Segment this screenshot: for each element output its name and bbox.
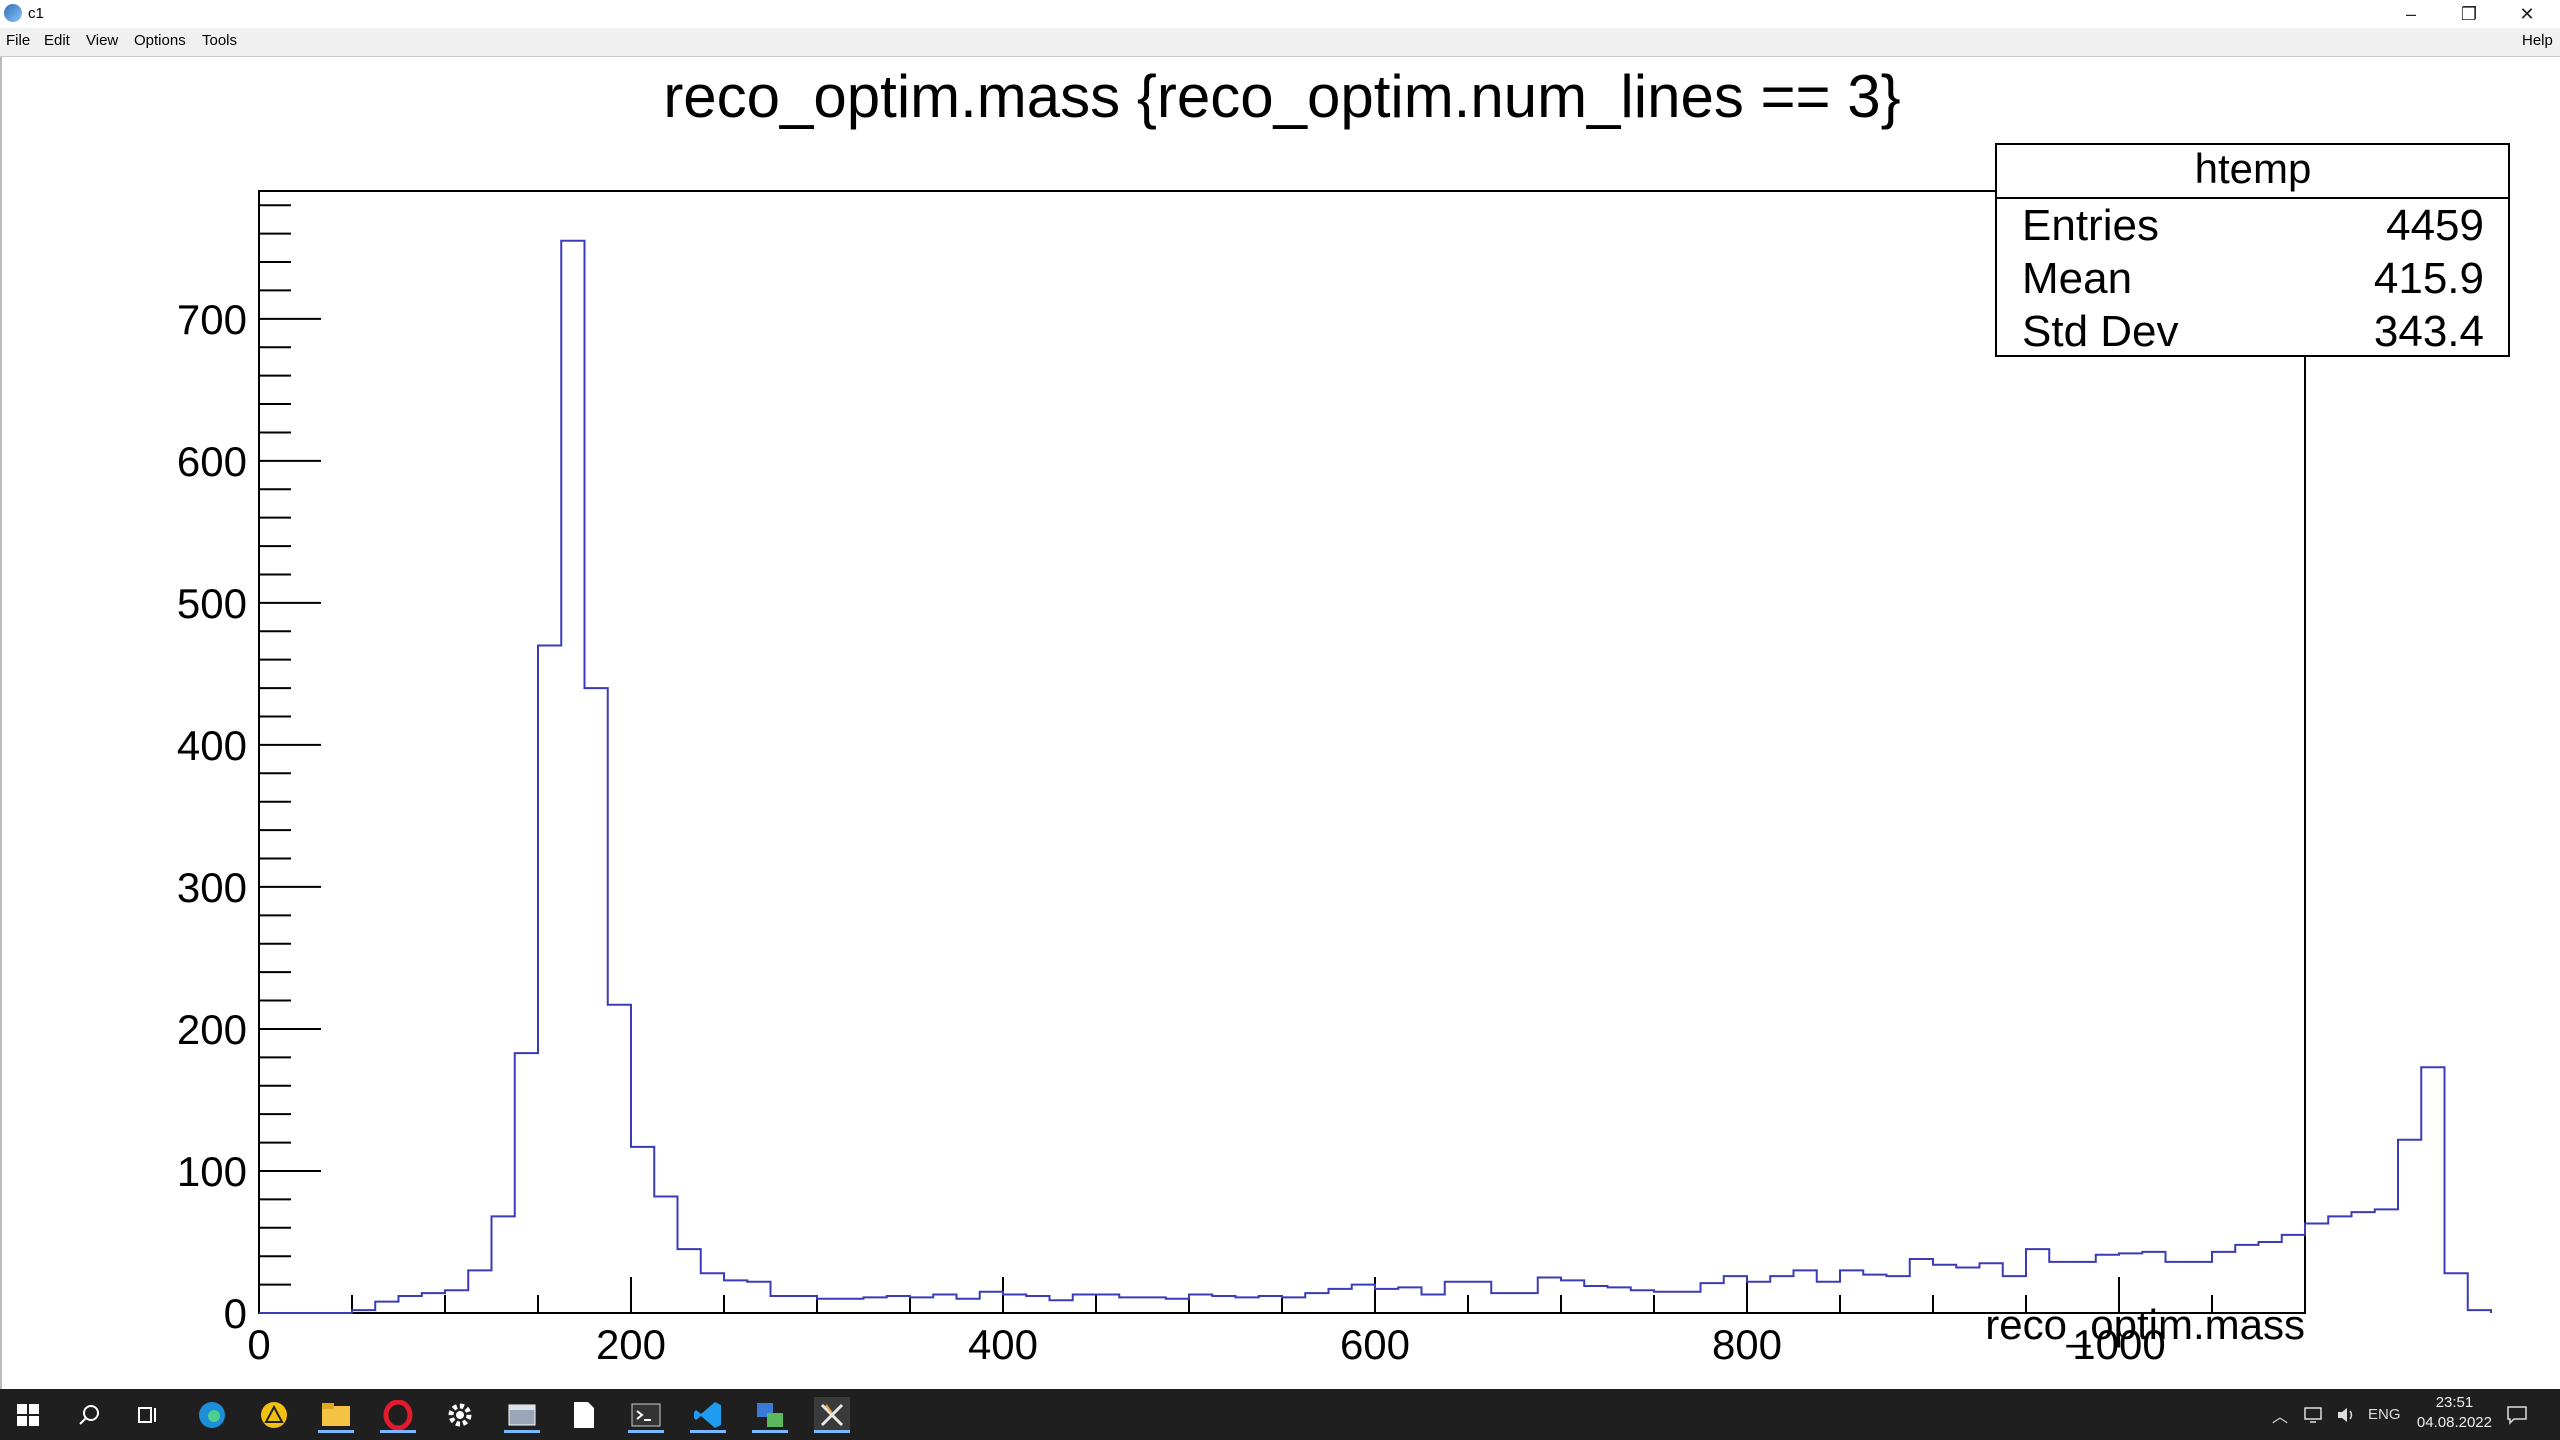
volume-icon[interactable] — [2336, 1389, 2358, 1440]
app-window-icon[interactable] — [504, 1397, 540, 1433]
menu-edit[interactable]: Edit — [44, 32, 70, 49]
notifications-icon[interactable] — [2506, 1389, 2528, 1440]
tray-chevron-icon[interactable]: ︿ — [2272, 1408, 2289, 1426]
notepad-icon[interactable] — [566, 1397, 602, 1433]
clock-date: 04.08.2022 — [2416, 1414, 2492, 1431]
stats-entries-label: Entries — [2022, 201, 2159, 250]
language-indicator[interactable]: ENG — [2368, 1406, 2401, 1423]
histogram-series — [259, 239, 2492, 1314]
network-icon[interactable] — [2304, 1389, 2326, 1440]
windows-taskbar: ︿ ENG 23:51 04.08.2022 — [0, 1389, 2560, 1440]
menu-file[interactable]: File — [6, 32, 31, 49]
x-tick-label: 1000 — [2072, 1321, 2165, 1368]
stats-mean-value: 415.9 — [2374, 254, 2484, 303]
menu-bar: File Edit View Options Tools Help — [0, 28, 2560, 57]
window-titlebar: c1 – ❐ ✕ — [0, 0, 2560, 29]
y-tick-label: 0 — [224, 1290, 247, 1337]
histogram-chart[interactable]: reco_optim.mass {reco_optim.num_lines ==… — [2, 57, 2558, 1389]
task-view-icon[interactable] — [130, 1397, 166, 1433]
windows-start-icon[interactable] — [10, 1397, 46, 1433]
taskbar-clock[interactable]: 23:51 04.08.2022 — [2417, 1393, 2492, 1433]
x-tick-label: 400 — [968, 1321, 1038, 1368]
x-tick-label: 600 — [1340, 1321, 1410, 1368]
search-icon[interactable] — [72, 1397, 108, 1433]
chart-title: reco_optim.mass {reco_optim.num_lines ==… — [663, 63, 1900, 130]
y-tick-label: 100 — [177, 1148, 247, 1195]
y-tick-label: 300 — [177, 864, 247, 911]
stats-stddev-value: 343.4 — [2374, 307, 2484, 356]
edge-icon[interactable] — [194, 1397, 230, 1433]
network-app-icon[interactable] — [752, 1397, 788, 1433]
y-axis: 0 100 200 300 400 500 600 700 — [177, 204, 321, 1337]
stats-stddev-label: Std Dev — [2022, 307, 2179, 356]
vscode-icon[interactable] — [690, 1397, 726, 1433]
x-axis: 0 200 400 600 800 1000 — [247, 1277, 2306, 1368]
root-app-icon — [4, 4, 22, 22]
x-tick-label: 0 — [247, 1321, 270, 1368]
x-tick-label: 800 — [1712, 1321, 1782, 1368]
file-explorer-icon[interactable] — [318, 1397, 354, 1433]
menu-help[interactable]: Help — [2522, 32, 2553, 49]
xming-icon[interactable] — [814, 1397, 850, 1433]
terminal-icon[interactable] — [628, 1397, 664, 1433]
menu-options[interactable]: Options — [134, 32, 186, 49]
minimize-button[interactable]: – — [2405, 4, 2416, 24]
opera-icon[interactable] — [380, 1397, 416, 1433]
y-tick-label: 200 — [177, 1006, 247, 1053]
menu-tools[interactable]: Tools — [202, 32, 238, 49]
y-tick-label: 700 — [177, 296, 247, 343]
root-canvas[interactable]: reco_optim.mass {reco_optim.num_lines ==… — [0, 57, 2560, 1389]
stats-mean-label: Mean — [2022, 254, 2132, 303]
plot-frame — [258, 190, 2306, 1314]
stats-entries-value: 4459 — [2386, 201, 2484, 250]
restore-button[interactable]: ❐ — [2460, 4, 2478, 24]
y-tick-label: 600 — [177, 438, 247, 485]
stats-box-title: htemp — [2195, 145, 2312, 192]
settings-icon[interactable] — [442, 1397, 478, 1433]
clock-time: 23:51 — [2435, 1394, 2474, 1411]
close-button[interactable]: ✕ — [2519, 4, 2535, 24]
x-tick-label: 200 — [596, 1321, 666, 1368]
x-axis-label: reco_optim.mass — [1985, 1301, 2305, 1348]
y-tick-label: 400 — [177, 722, 247, 769]
stats-box[interactable]: htemp Entries 4459 Mean 415.9 Std Dev 34… — [1995, 143, 2510, 357]
window-title: c1 — [28, 5, 44, 22]
menu-view[interactable]: View — [86, 32, 119, 49]
y-tick-label: 500 — [177, 580, 247, 627]
warning-app-icon[interactable] — [256, 1397, 292, 1433]
